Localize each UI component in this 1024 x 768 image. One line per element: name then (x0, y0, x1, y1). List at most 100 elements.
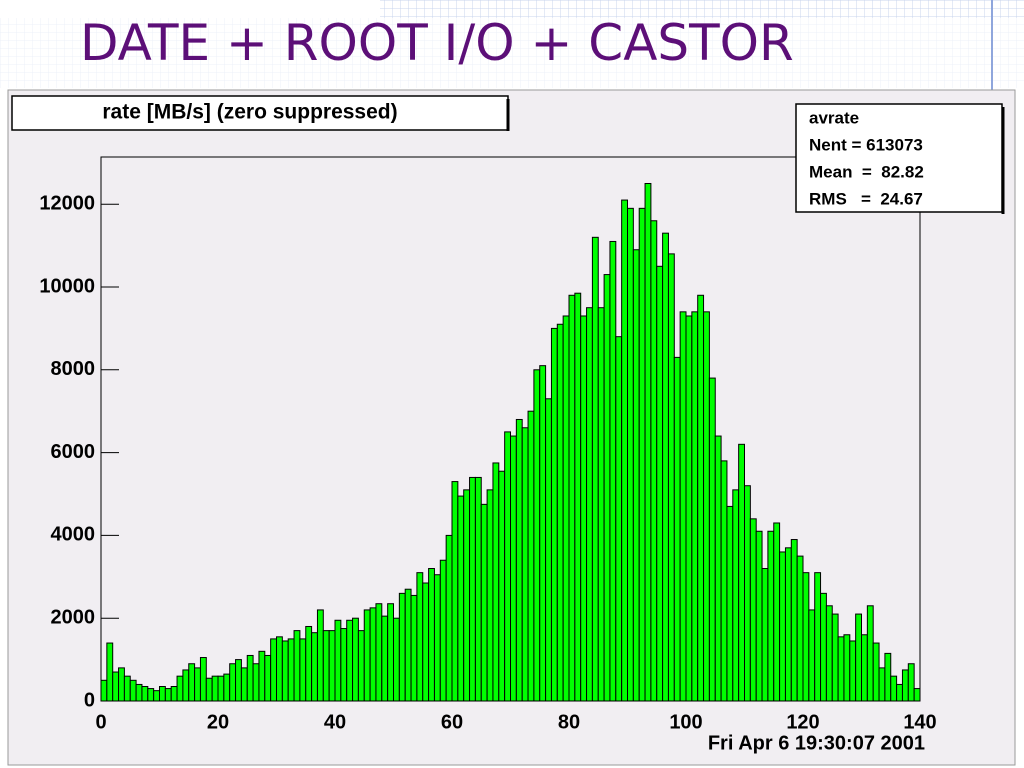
bar (825, 605, 833, 702)
timestamp: Fri Apr 6 19:30:07 2001 (708, 732, 925, 754)
bar (474, 476, 482, 702)
bar (498, 470, 506, 702)
bar (550, 327, 558, 702)
bar (457, 495, 465, 702)
bar (527, 410, 535, 702)
x-tick-label: 140 (903, 711, 936, 733)
bar (703, 311, 710, 702)
bar (404, 588, 412, 702)
bar (907, 663, 915, 702)
x-tick-label: 120 (786, 711, 819, 733)
bar (749, 518, 757, 702)
slide-title: DATE + ROOT I/O + CASTOR (80, 14, 794, 72)
bar (556, 323, 564, 702)
bar (229, 663, 237, 702)
bar (521, 427, 529, 702)
bar (439, 559, 447, 702)
bar (334, 619, 342, 702)
bar (223, 673, 231, 702)
bar (316, 609, 324, 702)
bar (428, 568, 435, 702)
bar (469, 476, 476, 702)
bar (118, 667, 125, 702)
bar (679, 311, 687, 702)
bar (510, 435, 517, 702)
bar (767, 530, 775, 702)
bar (779, 551, 786, 702)
bar (890, 675, 898, 702)
bar (662, 232, 669, 702)
stats-line: Nent = 613073 (809, 135, 923, 154)
bar (217, 675, 225, 702)
bar (235, 659, 242, 702)
bar (644, 182, 652, 702)
y-tick-label: 0 (84, 689, 95, 711)
bar (761, 568, 769, 702)
bar (182, 669, 190, 702)
x-tick-label: 20 (207, 711, 229, 733)
bar (363, 609, 371, 702)
bar (866, 605, 874, 702)
bar (112, 671, 120, 702)
y-tick-label: 12000 (39, 192, 95, 214)
chart-title: rate [MB/s] (zero suppressed) (102, 101, 397, 124)
bar (246, 654, 254, 702)
x-tick-label: 40 (324, 711, 346, 733)
bar (393, 617, 400, 702)
bar (580, 315, 588, 702)
bar (720, 460, 728, 702)
bar (188, 663, 196, 702)
bar (164, 688, 172, 702)
bar (147, 688, 155, 702)
decoration (380, 0, 1024, 18)
bar (357, 630, 365, 702)
y-tick-label: 2000 (51, 606, 96, 628)
bar (322, 630, 330, 702)
bar (159, 686, 166, 702)
bar (281, 640, 289, 702)
bar (398, 592, 406, 702)
bar (861, 634, 868, 702)
bar (433, 574, 441, 702)
bar (422, 582, 430, 702)
bar (755, 530, 763, 702)
bar (609, 240, 617, 702)
bar (814, 572, 822, 702)
bar (820, 592, 827, 702)
bar (790, 539, 798, 702)
bar (673, 356, 681, 702)
bar (627, 207, 634, 702)
bar (773, 522, 781, 702)
bar (744, 485, 751, 702)
bar (410, 594, 418, 702)
bar (849, 640, 857, 702)
bar (375, 603, 383, 702)
bar (480, 503, 488, 702)
bar (574, 292, 582, 702)
bar (264, 654, 272, 702)
bar (170, 686, 178, 702)
bar (586, 307, 593, 702)
bar (545, 398, 552, 702)
bar (240, 667, 248, 702)
x-tick-label: 100 (669, 711, 702, 733)
bar (784, 547, 792, 702)
stats: avrate Nent = 613073 Mean = 82.82 RMS = 24.… (809, 108, 924, 208)
bar (697, 294, 705, 702)
bar (129, 679, 137, 702)
bar (726, 505, 734, 702)
bar (597, 307, 605, 702)
bar (299, 638, 307, 702)
bar (667, 253, 675, 702)
bar (387, 603, 394, 702)
bar (656, 265, 664, 702)
bar (691, 311, 699, 702)
bar (369, 607, 377, 702)
bar (562, 315, 570, 702)
bar (258, 650, 266, 702)
bar (463, 489, 471, 702)
plot: 0 2000 4000 6000 8000 10000 12000 0 20 40 60 80 100 1… (39, 156, 937, 733)
bar (603, 274, 611, 702)
